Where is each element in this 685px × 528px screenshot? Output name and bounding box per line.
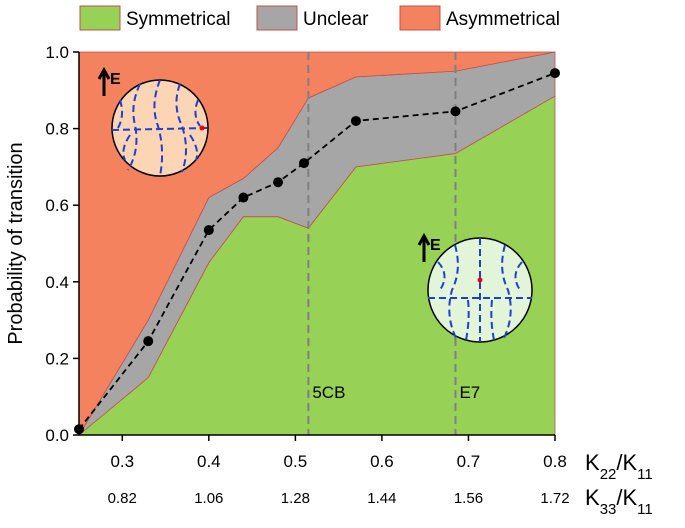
x-tick-label: 0.8 [543,452,567,471]
reference-label: E7 [459,383,480,402]
y-tick-label: 0.0 [45,426,69,445]
insets: E E [97,66,533,343]
x2-tick-label: 0.82 [108,490,137,507]
mean-point [450,106,461,117]
x-tick-label: 0.6 [370,452,394,471]
legend-swatch [79,5,121,31]
axis-label-part: 11 [637,501,653,518]
mean-point [550,68,560,79]
legend-swatch [399,5,441,31]
x2-tick-label: 1.72 [540,490,569,507]
y-axis-label: Probability of transition [5,142,27,344]
legend-swatch [256,5,298,31]
y-tick-label: 0.4 [45,273,69,292]
axes: 0.0 0.2 0.4 0.6 0.8 1.0 0.3 0.4 0.5 0.6 0.7 0.8 0.82… [5,43,653,518]
y-tick-label: 1.0 [45,43,69,62]
mean-point [143,336,154,347]
axis-label-part: K [585,485,600,510]
axis-label-part: /K [616,485,637,510]
inset-symmetric: E [417,232,533,343]
y-tick-label: 0.8 [45,120,69,139]
axis-label-part: 33 [600,501,617,518]
x-tick-label: 0.3 [110,452,134,471]
axis-label: K33/K11 [585,485,653,518]
reference-label: 5CB [312,383,345,402]
x-tick-label: 0.7 [457,452,481,471]
axis-label-part: K [585,450,600,475]
x2-tick-label: 1.06 [194,490,223,507]
legend: Symmetrical Unclear Asymmetrical [79,5,560,31]
legend-label: Unclear [303,9,369,30]
inset-asymmetric: E [97,66,209,177]
legend-label: Asymmetrical [446,9,560,30]
x2-tick-label: 1.28 [281,490,310,507]
y-tick-label: 0.6 [45,196,69,215]
x-tick-label: 0.4 [197,452,221,471]
inset-label: E [110,71,121,88]
axis-label: K22/K11 [585,450,653,483]
x2-tick-label: 1.44 [367,490,396,507]
x2-tick-label: 1.56 [454,490,483,507]
mean-point [238,192,249,203]
mean-point [273,177,284,188]
axis-label-part: /K [616,450,637,475]
mean-point [203,225,214,236]
legend-label: Symmetrical [126,9,231,30]
mean-point [350,115,361,126]
axis-label-part: 22 [600,466,617,483]
x-tick-label: 0.5 [284,452,308,471]
axis-label-part: 11 [637,466,653,483]
mean-point [299,158,310,169]
y-tick-label: 0.2 [45,349,69,368]
inset-label: E [430,237,441,254]
